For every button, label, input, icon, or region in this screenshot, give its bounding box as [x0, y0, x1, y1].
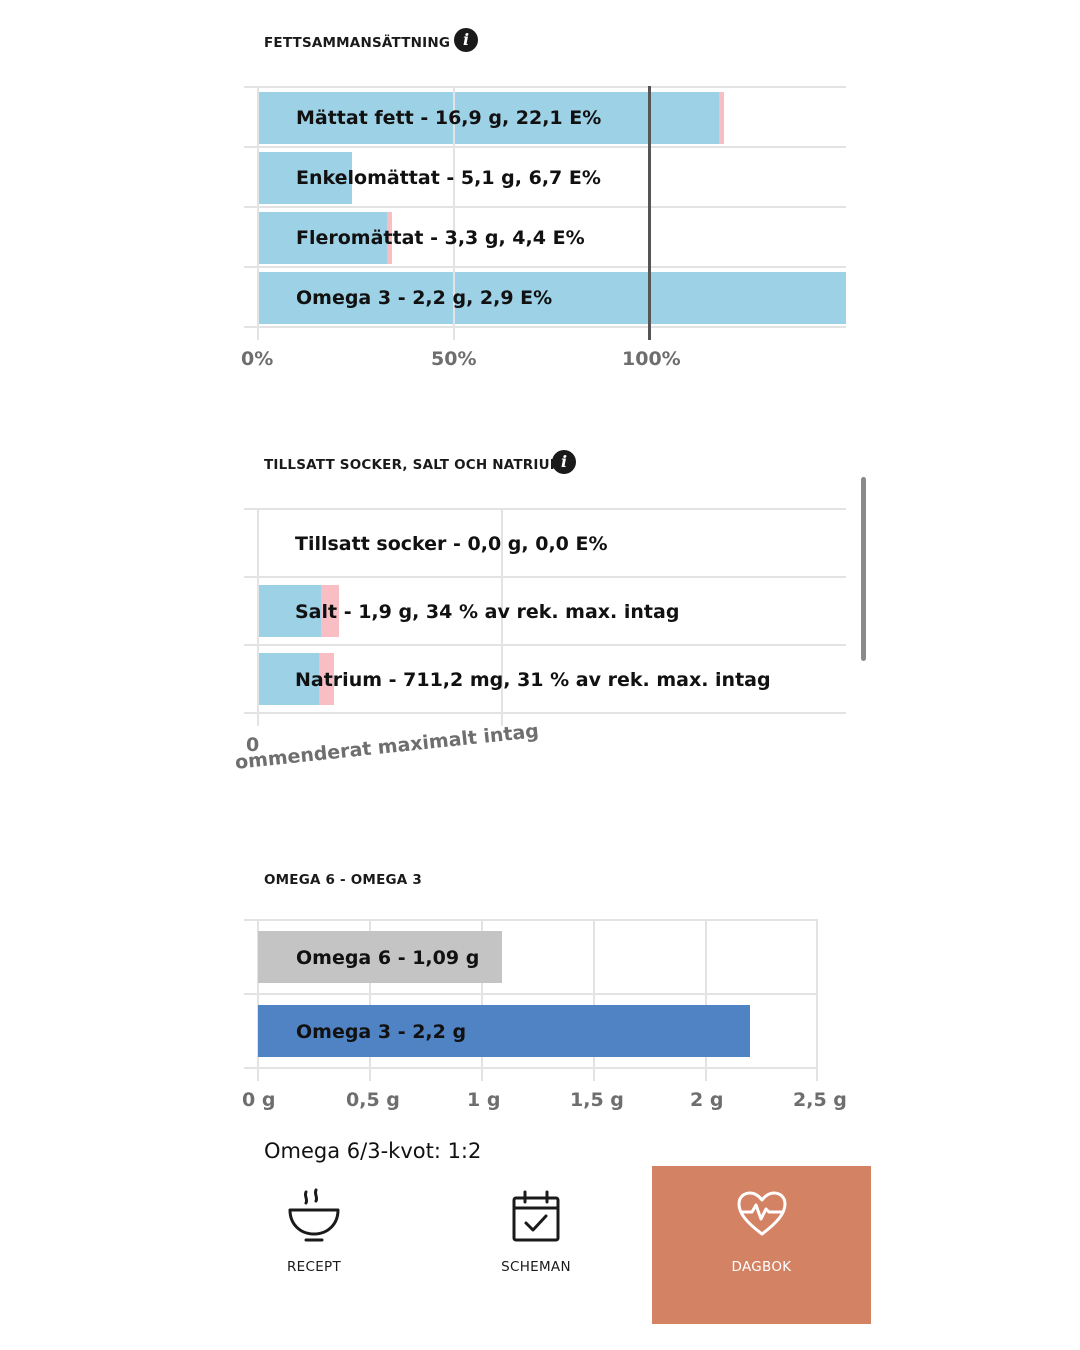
fat-tick-label: 0%: [241, 348, 274, 370]
fat-bar-label: Fleromättat - 3,3 g, 4,4 E%: [296, 227, 585, 249]
sugar-gridline: [244, 712, 846, 714]
fat-bar-monounsaturated: [258, 152, 353, 204]
sugar-bar-label: Tillsatt socker - 0,0 g, 0,0 E%: [295, 533, 608, 555]
heart-pulse-icon: [737, 1191, 787, 1236]
omega6-bar: [258, 931, 502, 983]
omega-gridline: [244, 993, 818, 995]
omega-section-title: OMEGA 6 - OMEGA 3: [264, 872, 422, 888]
nav-label-dagbok: DAGBOK: [731, 1259, 792, 1275]
fat-bar-label: Mättat fett - 16,9 g, 22,1 E%: [296, 107, 602, 129]
omega-tick-label: 1 g: [467, 1089, 501, 1111]
fat-section-title: FETTSAMMANSÄTTNING: [264, 35, 451, 51]
scrollbar-thumb[interactable]: [861, 477, 866, 661]
fat-gridline: [244, 146, 846, 148]
fat-bar-saturated: [258, 92, 719, 144]
nav-item-dagbok[interactable]: DAGBOK: [652, 1166, 871, 1324]
omega-bar-label: Omega 3 - 2,2 g: [296, 1021, 467, 1043]
info-icon[interactable]: i: [552, 450, 576, 474]
calendar-icon: [512, 1190, 560, 1242]
omega-tick-label: 2,5 g: [793, 1089, 847, 1111]
fat-bar-polyunsaturated-excess: [387, 212, 393, 264]
omega-bar-label: Omega 6 - 1,09 g: [296, 947, 480, 969]
sugar-gridline: [244, 576, 846, 578]
omega-axis-zero: [257, 919, 259, 1081]
omega-gridline-v: [481, 919, 483, 1081]
sugar-bar-label: Natrium - 711,2 mg, 31 % av rek. max. in…: [295, 669, 771, 691]
fat-bar-omega3: [258, 272, 846, 324]
fat-gridline: [244, 86, 846, 88]
fat-bar-polyunsaturated: [258, 212, 388, 264]
omega-tick-label: 1,5 g: [570, 1089, 624, 1111]
sugar-axis-zero: [257, 508, 259, 726]
omega-gridline: [244, 919, 818, 921]
omega-gridline-v: [369, 919, 371, 1081]
sugar-section-title: TILLSATT SOCKER, SALT OCH NATRIUM: [264, 457, 564, 473]
sodium-bar-excess: [319, 653, 334, 705]
fat-bar-saturated-excess: [718, 92, 725, 144]
nav-item-recept[interactable]: RECEPT: [208, 1166, 420, 1324]
nav-label-recept: RECEPT: [286, 1259, 342, 1275]
fat-axis-zero: [257, 86, 259, 340]
nav-label-scheman: SCHEMAN: [501, 1259, 571, 1275]
sodium-bar: [258, 653, 319, 705]
fat-bar-label: Omega 3 - 2,2 g, 2,9 E%: [296, 287, 553, 309]
sugar-tick-zero: 0: [246, 734, 260, 756]
info-icon[interactable]: i: [454, 28, 478, 52]
sugar-bar-label: Salt - 1,9 g, 34 % av rek. max. intag: [295, 601, 680, 623]
fat-reference-line-100: [648, 86, 651, 340]
sugar-reference-label: ommenderat maximalt intag: [234, 720, 540, 774]
omega-gridline-v: [593, 919, 595, 1081]
fat-bar-label: Enkelomättat - 5,1 g, 6,7 E%: [296, 167, 601, 189]
sugar-reference-line: [501, 508, 503, 726]
fat-tick-label: 50%: [431, 348, 477, 370]
fat-gridline: [244, 206, 846, 208]
fat-tick-label: 100%: [622, 348, 681, 370]
omega-tick-label: 0 g: [242, 1089, 276, 1111]
omega3-bar: [258, 1005, 750, 1057]
omega-gridline: [244, 1067, 818, 1069]
omega-ratio-text: Omega 6/3-kvot: 1:2: [264, 1139, 482, 1163]
bowl-icon: [288, 1188, 340, 1242]
omega-tick-label: 0,5 g: [346, 1089, 400, 1111]
nav-item-scheman[interactable]: SCHEMAN: [430, 1166, 642, 1324]
omega-gridline-v: [816, 919, 818, 1081]
fat-gridline: [244, 326, 846, 328]
salt-bar: [258, 585, 322, 637]
fat-gridline: [244, 266, 846, 268]
sugar-gridline: [244, 644, 846, 646]
sugar-gridline: [244, 508, 846, 510]
omega-gridline-v: [705, 919, 707, 1081]
salt-bar-excess: [321, 585, 339, 637]
omega-tick-label: 2 g: [690, 1089, 724, 1111]
fat-gridline-50: [453, 86, 455, 340]
